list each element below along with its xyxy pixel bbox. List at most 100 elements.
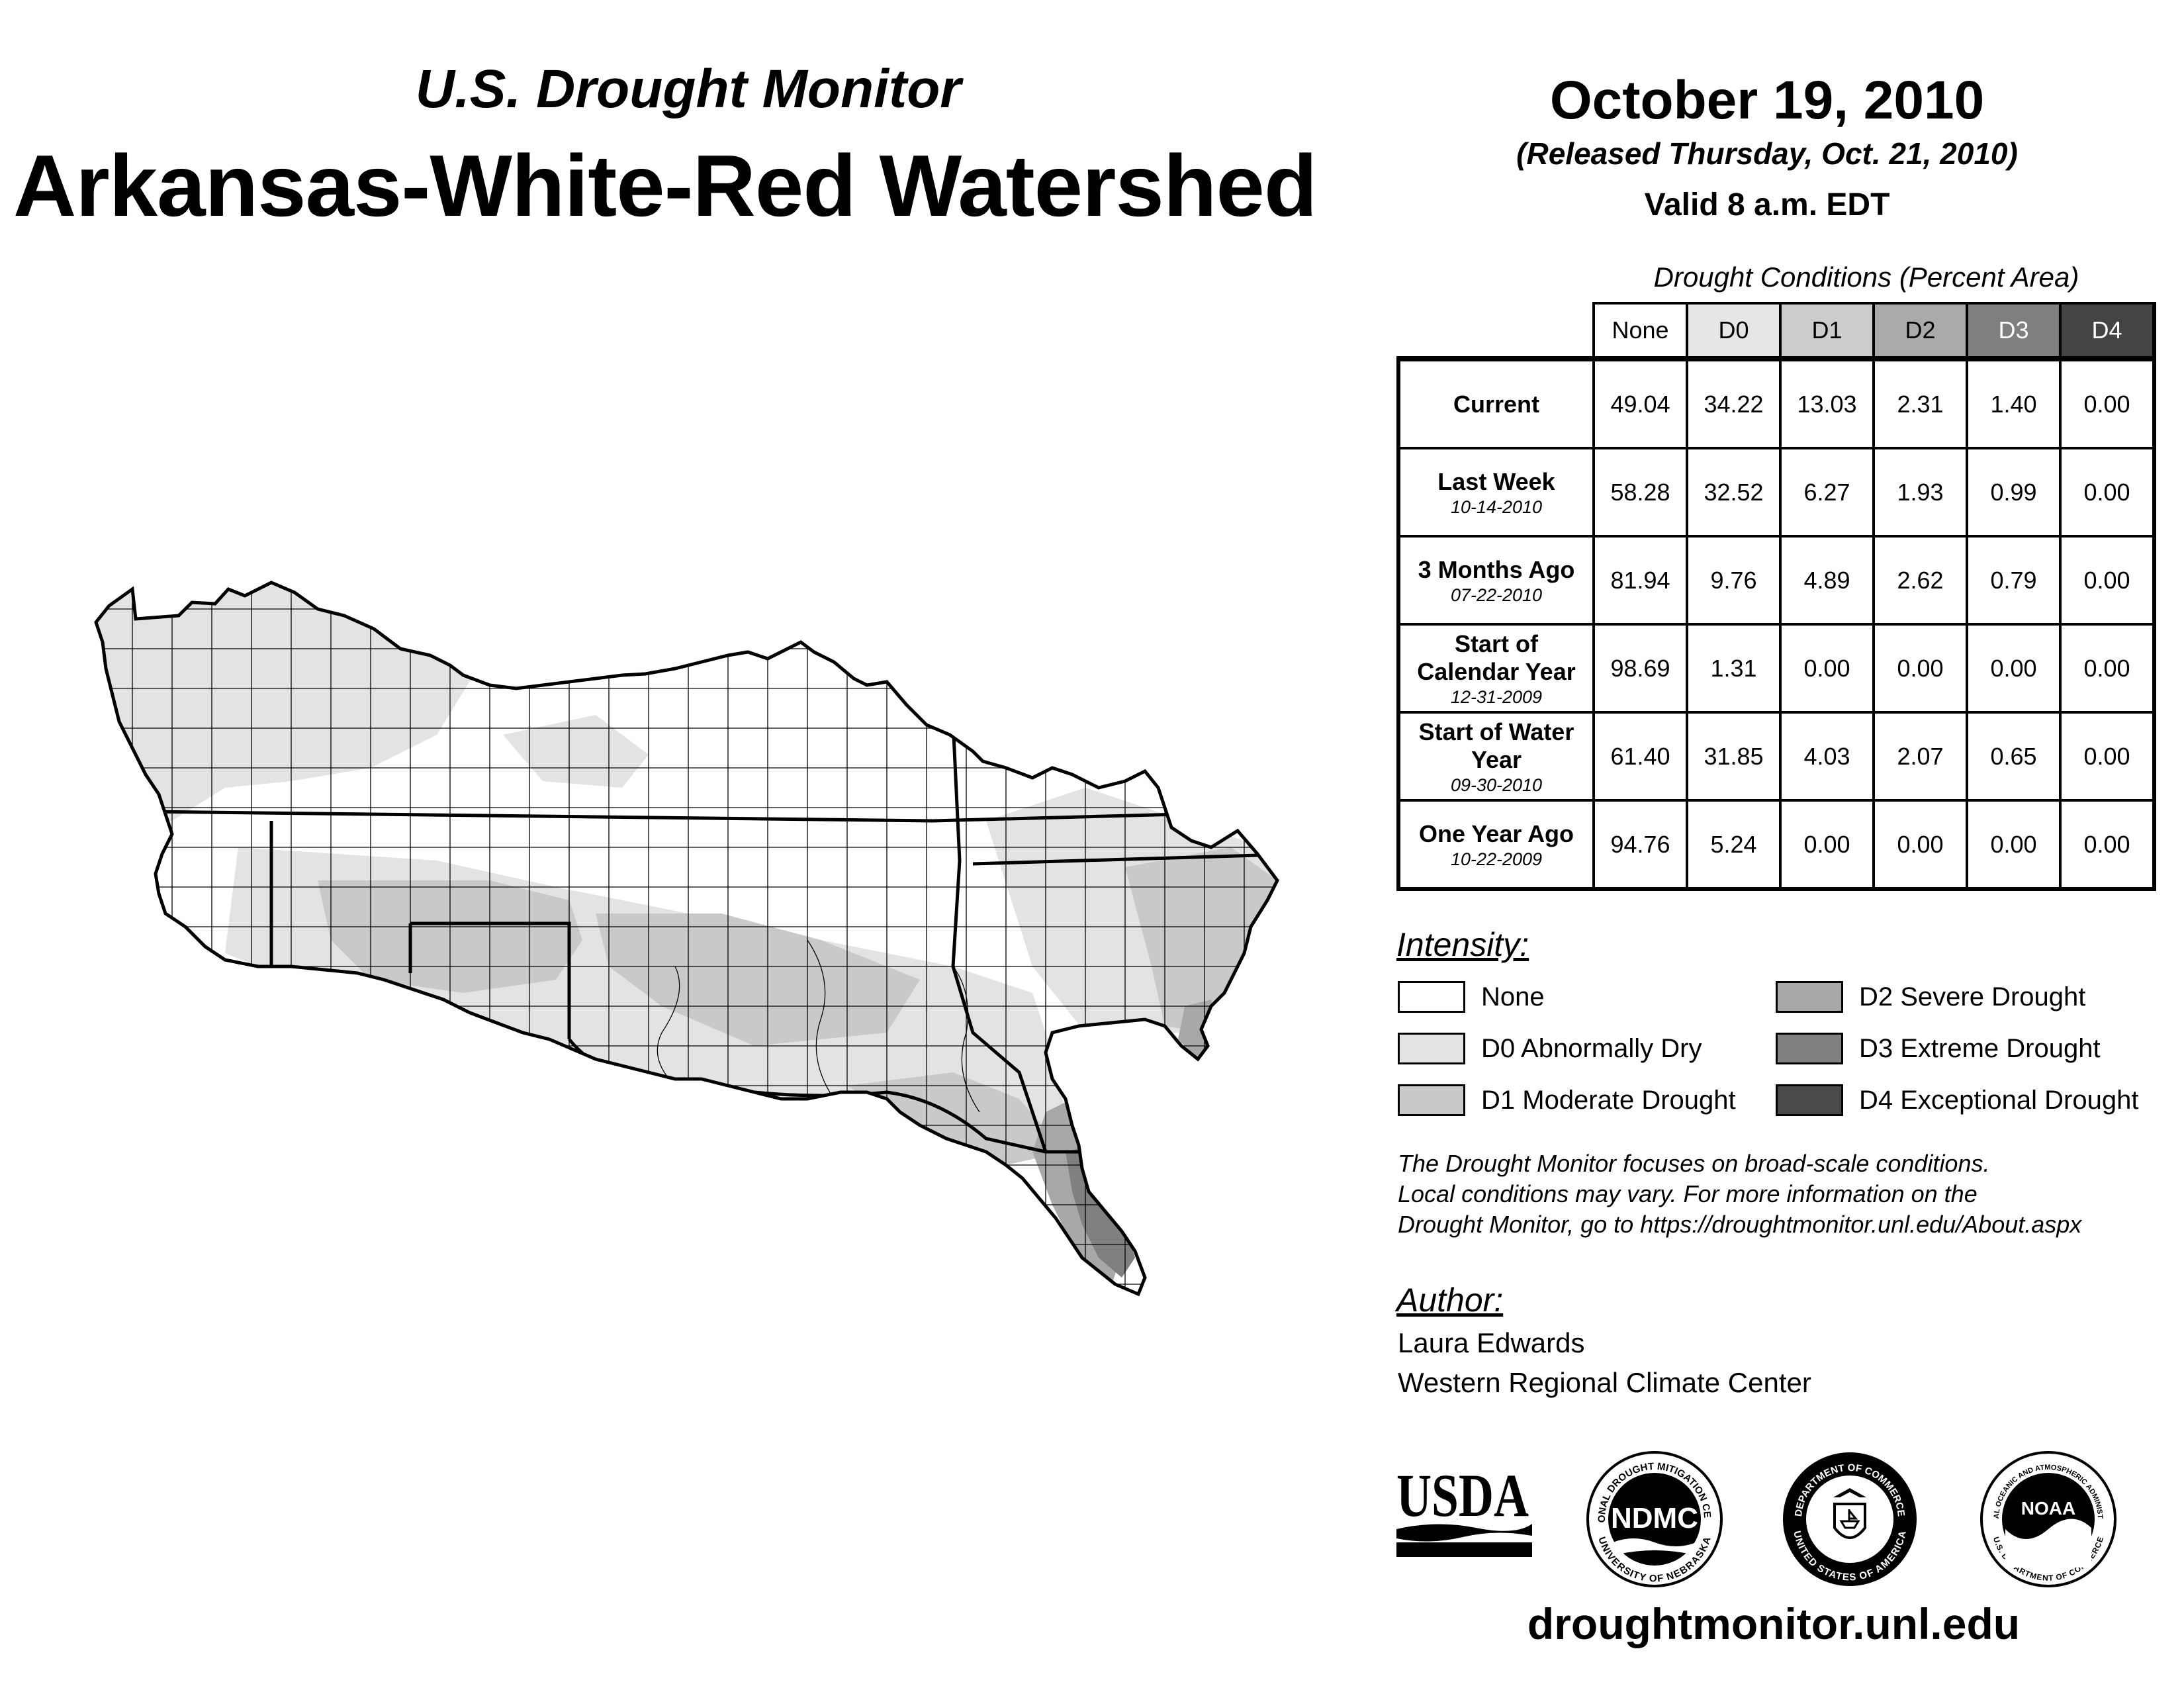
ndmc-logo-text: NDMC — [1611, 1502, 1698, 1534]
table-cell: 0.00 — [1779, 799, 1875, 891]
legend-label: D1 Moderate Drought — [1481, 1085, 1736, 1115]
watershed-outline — [94, 581, 1279, 1297]
oklahoma-arkansas-border — [951, 721, 1048, 1152]
legend-heading: Intensity: — [1396, 926, 1529, 963]
row-label: Current — [1396, 357, 1595, 449]
d0-area-kansas — [503, 715, 649, 788]
row-date: 09-30-2010 — [1450, 774, 1543, 795]
note-line: Drought Monitor, go to https://droughtmo… — [1398, 1211, 2082, 1238]
table-cell: 61.40 — [1592, 711, 1688, 802]
usda-bar — [1396, 1542, 1532, 1557]
legend-swatch — [1776, 981, 1843, 1013]
legend-swatch — [1398, 981, 1465, 1013]
oklahoma-panhandle-border — [410, 921, 571, 1039]
department-of-commerce-seal: DEPARTMENT OF COMMERCE UNITED STATES OF … — [1783, 1452, 1917, 1586]
author-name: Laura Edwards — [1398, 1327, 1585, 1358]
legend-item-d0: D0 Abnormally Dry — [1398, 1033, 1702, 1064]
map-title: Arkansas-White-Red Watershed — [13, 137, 1318, 234]
table-row: Last Week 10-14-2010 58.28 32.52 6.27 1.9… — [1396, 447, 2156, 538]
map-date: October 19, 2010 — [1549, 70, 1985, 130]
table-cell: 0.00 — [1872, 623, 1968, 714]
table-cell: 2.62 — [1872, 535, 1968, 626]
table-row: Current 49.04 34.22 13.03 2.31 1.40 0.00 — [1396, 357, 2156, 449]
noaa-logo-text: NOAA — [2021, 1498, 2075, 1519]
table-cell: 0.00 — [2059, 447, 2156, 538]
row-label-text: Last Week — [1437, 467, 1555, 495]
table-cell: 5.24 — [1686, 799, 1782, 891]
map-subtitle: U.S. Drought Monitor — [415, 59, 962, 119]
table-cell: 9.76 — [1686, 535, 1782, 626]
legend-label: D3 Extreme Drought — [1859, 1033, 2101, 1063]
table-cell: 0.00 — [2059, 623, 2156, 714]
drought-areas — [96, 583, 1277, 1294]
disclaimer-note: The Drought Monitor focuses on broad-sca… — [1398, 1149, 2159, 1240]
legend-label: D0 Abnormally Dry — [1481, 1033, 1702, 1063]
legend-item-d1: D1 Moderate Drought — [1398, 1084, 1736, 1116]
table-cell: 34.22 — [1686, 357, 1782, 449]
table-cell: 58.28 — [1592, 447, 1688, 538]
row-label-text: 3 Months Ago — [1418, 555, 1575, 583]
author-heading: Author: — [1396, 1282, 1504, 1319]
legend-swatch — [1398, 1033, 1465, 1064]
table-cell: 4.03 — [1779, 711, 1875, 802]
table-cell: 81.94 — [1592, 535, 1688, 626]
table-cell: 2.07 — [1872, 711, 1968, 802]
table-row: Start of Calendar Year 12-31-2009 98.69 1… — [1396, 623, 2156, 714]
row-label-text: Start of Calendar Year — [1417, 630, 1576, 685]
legend-item-d2: D2 Severe Drought — [1776, 981, 2085, 1013]
column-header: D2 — [1872, 302, 1968, 361]
column-header: D0 — [1686, 302, 1782, 361]
row-label: 3 Months Ago 07-22-2010 — [1396, 535, 1595, 626]
usda-logo: USDA — [1396, 1463, 1532, 1557]
row-label: Start of Water Year 09-30-2010 — [1396, 711, 1595, 802]
table-cell: 0.00 — [2059, 357, 2156, 449]
table-cell: 0.00 — [1779, 623, 1875, 714]
table-cell: 0.00 — [2059, 799, 2156, 891]
usda-wave — [1396, 1524, 1532, 1542]
legend-item-d4: D4 Exceptional Drought — [1776, 1084, 2138, 1116]
table-cell: 94.76 — [1592, 799, 1688, 891]
row-date: 12-31-2009 — [1450, 686, 1543, 707]
legend-item-none: None — [1398, 981, 1545, 1013]
legend-swatch — [1398, 1084, 1465, 1116]
footer-website: droughtmonitor.unl.edu — [1527, 1599, 2021, 1648]
row-date: 07-22-2010 — [1450, 585, 1543, 605]
drought-conditions-table: None D0 D1 D2 D3 D4 Current 49.04 34.22 … — [1396, 302, 2156, 891]
usda-logo-text: USDA — [1396, 1463, 1529, 1529]
d1-area-oklahoma — [596, 914, 920, 1046]
d1-area-arkansas-east — [1125, 847, 1277, 1033]
table-cell: 0.00 — [2059, 535, 2156, 626]
table-cell: 0.00 — [1872, 799, 1968, 891]
column-header: D4 — [2059, 302, 2156, 361]
table-header-row: None D0 D1 D2 D3 D4 — [1398, 302, 2156, 361]
table-cell: 0.99 — [1966, 447, 2062, 538]
missouri-arkansas-border — [972, 852, 1277, 866]
legend-label: D4 Exceptional Drought — [1859, 1085, 2139, 1115]
table-cell: 6.27 — [1779, 447, 1875, 538]
table-cell: 31.85 — [1686, 711, 1782, 802]
row-date: 10-14-2010 — [1450, 496, 1543, 517]
table-cell: 0.00 — [1966, 623, 2062, 714]
table-cell: 13.03 — [1779, 357, 1875, 449]
ship-icon — [1839, 1509, 1860, 1529]
table-row: One Year Ago 10-22-2009 94.76 5.24 0.00 0… — [1396, 799, 2156, 891]
row-label: Last Week 10-14-2010 — [1396, 447, 1595, 538]
row-label-text: Current — [1453, 390, 1539, 418]
table-cell: 49.04 — [1592, 357, 1688, 449]
table-cell: 0.00 — [1966, 799, 2062, 891]
legend-item-d3: D3 Extreme Drought — [1776, 1033, 2101, 1064]
table-cell: 1.93 — [1872, 447, 1968, 538]
legend-label: D2 Severe Drought — [1859, 982, 2086, 1011]
column-header: D1 — [1779, 302, 1875, 361]
eagle-icon — [1833, 1488, 1866, 1497]
legend-label: None — [1481, 982, 1545, 1011]
valid-time: Valid 8 a.m. EDT — [1644, 187, 1890, 222]
noaa-logo: NATIONAL OCEANIC AND ATMOSPHERIC ADMINIS… — [1979, 1450, 2116, 1587]
release-date: (Released Thursday, Oct. 21, 2010) — [1516, 136, 2018, 171]
table-corner — [1398, 303, 1594, 361]
table-cell: 0.00 — [2059, 711, 2156, 802]
note-line: Local conditions may vary. For more info… — [1398, 1180, 1978, 1207]
author-org: Western Regional Climate Center — [1398, 1367, 1811, 1398]
table-cell: 1.40 — [1966, 357, 2062, 449]
row-label-text: Start of Water Year — [1418, 718, 1574, 773]
